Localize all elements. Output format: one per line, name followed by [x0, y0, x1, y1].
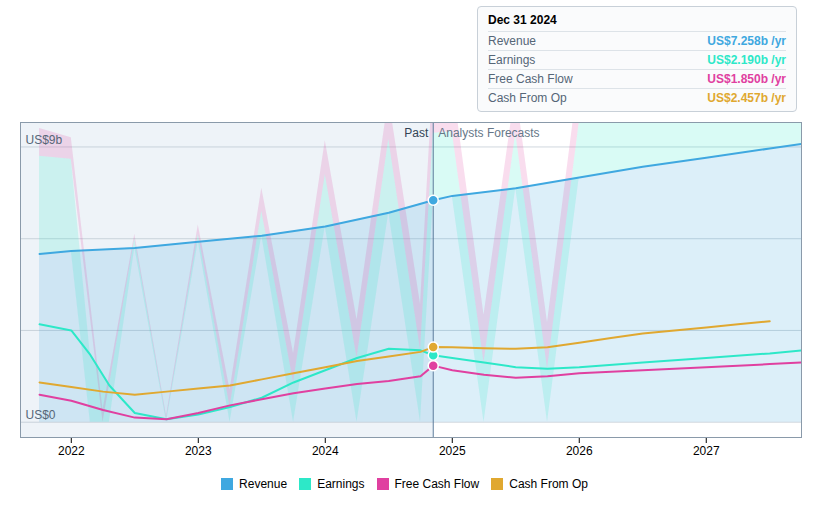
html-text:Revenue: Revenue: [488, 34, 536, 48]
html-text:Cash From Op: Cash From Op: [488, 91, 567, 105]
svg-text:2026: 2026: [566, 444, 593, 458]
svg-text:2027: 2027: [693, 444, 720, 458]
html-text:US$7.258b /yr: US$7.258b /yr: [707, 34, 786, 48]
html-text:Free Cash Flow: Free Cash Flow: [394, 476, 480, 491]
svg-text:US$0: US$0: [26, 408, 56, 422]
svg-text:2022: 2022: [58, 444, 85, 458]
html-text:Earnings: Earnings: [488, 53, 536, 67]
svg-text:2025: 2025: [439, 444, 466, 458]
svg-text:2024: 2024: [312, 444, 339, 458]
html-text:Cash From Op: Cash From Op: [509, 476, 588, 491]
svg-text:2023: 2023: [185, 444, 212, 458]
html-text:US$2.457b /yr: US$2.457b /yr: [707, 91, 786, 105]
html-text:Revenue: Revenue: [239, 476, 288, 491]
svg-text:Past: Past: [404, 126, 429, 140]
svg-text:US$9b: US$9b: [26, 133, 63, 147]
svg-text:Analysts Forecasts: Analysts Forecasts: [438, 126, 539, 140]
html-text:US$2.190b /yr: US$2.190b /yr: [707, 53, 786, 67]
html-text:Dec 31 2024: Dec 31 2024: [488, 13, 557, 27]
html-text:Free Cash Flow: Free Cash Flow: [488, 72, 573, 86]
html-text:Earnings: Earnings: [317, 476, 365, 491]
html-text:US$1.850b /yr: US$1.850b /yr: [707, 72, 786, 86]
